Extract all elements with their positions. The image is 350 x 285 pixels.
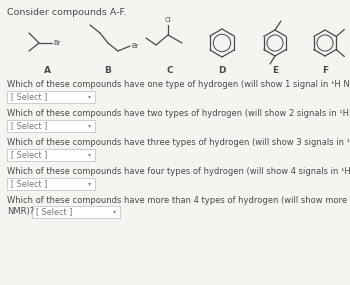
Text: Cl: Cl: [164, 17, 172, 23]
FancyBboxPatch shape: [7, 149, 95, 161]
Text: ▾: ▾: [113, 209, 117, 215]
FancyBboxPatch shape: [7, 120, 95, 132]
Text: NMR)?: NMR)?: [7, 207, 34, 216]
Text: Which of these compounds have more than 4 types of hydrogen (will show more tha : Which of these compounds have more than …: [7, 196, 350, 205]
Text: C: C: [167, 66, 173, 75]
Text: ▾: ▾: [89, 182, 92, 186]
Text: [ Select ]: [ Select ]: [36, 207, 72, 217]
Text: [ Select ]: [ Select ]: [11, 180, 47, 188]
Text: Consider compounds A-F.: Consider compounds A-F.: [7, 8, 126, 17]
Text: ▾: ▾: [89, 152, 92, 158]
Text: Which of these compounds have four types of hydrogen (will show 4 signals in ¹H : Which of these compounds have four types…: [7, 167, 350, 176]
Text: Which of these compounds have three types of hydrogen (will show 3 signals in ¹H: Which of these compounds have three type…: [7, 138, 350, 147]
Text: Br: Br: [53, 40, 61, 46]
FancyBboxPatch shape: [7, 178, 95, 190]
Text: [ Select ]: [ Select ]: [11, 150, 47, 160]
Text: ▾: ▾: [89, 123, 92, 129]
Text: D: D: [218, 66, 226, 75]
FancyBboxPatch shape: [32, 206, 120, 218]
Text: Br: Br: [131, 43, 139, 49]
Text: ▾: ▾: [89, 95, 92, 99]
Text: [ Select ]: [ Select ]: [11, 93, 47, 101]
FancyBboxPatch shape: [7, 91, 95, 103]
Text: B: B: [105, 66, 111, 75]
Text: E: E: [272, 66, 278, 75]
Text: A: A: [43, 66, 50, 75]
Text: F: F: [322, 66, 328, 75]
Text: [ Select ]: [ Select ]: [11, 121, 47, 131]
Text: Which of these compounds have one type of hydrogen (will show 1 signal in ¹H NMR: Which of these compounds have one type o…: [7, 80, 350, 89]
Text: Which of these compounds have two types of hydrogen (will show 2 signals in ¹H N: Which of these compounds have two types …: [7, 109, 350, 118]
